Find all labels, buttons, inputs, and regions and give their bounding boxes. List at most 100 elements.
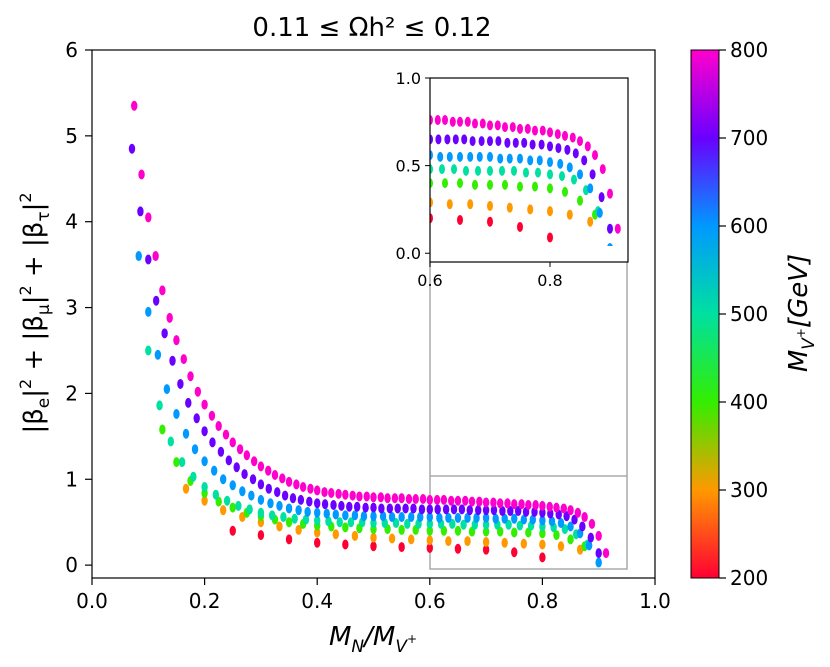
data-point <box>159 285 166 296</box>
inset-data-point <box>547 169 553 180</box>
data-point <box>209 437 216 448</box>
data-point <box>539 528 546 539</box>
data-point <box>412 494 419 505</box>
data-point <box>408 534 415 545</box>
inset-data-point <box>607 223 613 234</box>
data-point <box>351 530 359 541</box>
data-point <box>152 295 160 306</box>
data-point <box>257 507 265 518</box>
data-point <box>156 400 163 411</box>
inset-data-point <box>430 115 433 126</box>
data-point <box>408 512 415 523</box>
data-point <box>161 328 168 339</box>
data-point <box>215 421 222 432</box>
data-point <box>442 504 450 515</box>
data-point <box>201 456 208 467</box>
inset-data-point <box>547 157 553 168</box>
colorbar-tick-label: 700 <box>730 126 768 150</box>
data-point <box>379 511 387 522</box>
data-point <box>239 486 246 497</box>
data-point <box>454 495 462 506</box>
inset-data-point <box>430 134 433 145</box>
data-point <box>532 500 539 511</box>
inset-data-point <box>554 129 561 140</box>
inset-data-point <box>457 116 463 127</box>
data-point <box>145 212 152 223</box>
data-point <box>490 497 497 508</box>
data-point <box>330 500 337 511</box>
inset-data-point <box>539 125 546 136</box>
y-tick-label: 1 <box>65 467 78 491</box>
data-point <box>342 522 349 533</box>
data-point <box>363 491 370 502</box>
data-point <box>201 481 208 492</box>
data-point <box>595 548 602 559</box>
colorbar-tick-label: 400 <box>730 390 768 414</box>
inset-data-point <box>511 165 517 176</box>
inset-data-point <box>607 188 613 199</box>
data-point <box>391 493 399 504</box>
data-point <box>426 494 433 505</box>
data-point <box>274 487 281 498</box>
data-point <box>265 465 272 476</box>
data-point <box>154 349 162 360</box>
data-point <box>248 490 255 501</box>
data-point <box>370 518 377 529</box>
x-tick-label: 0.4 <box>301 589 333 613</box>
data-point <box>241 469 248 480</box>
inset-data-point <box>451 164 457 175</box>
data-point <box>404 518 411 529</box>
inset-data-point <box>557 158 564 169</box>
data-point <box>295 505 302 516</box>
data-point <box>417 512 424 523</box>
data-point <box>511 547 518 558</box>
inset-data-point <box>476 151 483 162</box>
data-point <box>166 312 173 323</box>
inset-data-point <box>494 120 501 131</box>
data-point <box>281 490 289 501</box>
data-point <box>482 544 490 555</box>
data-point <box>546 501 553 512</box>
data-point <box>304 506 311 517</box>
data-point <box>219 474 227 485</box>
data-point <box>460 519 467 530</box>
data-point <box>163 384 171 395</box>
data-point <box>370 492 377 503</box>
data-point <box>567 521 574 532</box>
data-point <box>229 502 236 513</box>
data-point <box>553 502 560 513</box>
colorbar-tick-label: 800 <box>730 38 768 62</box>
inset-data-point <box>572 148 579 159</box>
inset-background <box>430 78 628 262</box>
data-point <box>342 489 349 500</box>
data-point <box>314 515 321 526</box>
data-point <box>482 519 490 530</box>
inset-data-point <box>499 165 505 176</box>
data-point <box>332 529 339 540</box>
data-point <box>482 512 490 523</box>
data-point <box>285 517 293 528</box>
data-point <box>450 504 458 515</box>
data-point <box>449 518 456 529</box>
data-point <box>267 498 274 509</box>
data-point <box>314 507 321 518</box>
inset-data-point <box>502 179 508 190</box>
inset-data-point <box>439 164 445 175</box>
inset-data-point <box>547 206 553 217</box>
inset-data-point <box>577 195 583 206</box>
inset-data-point <box>464 116 471 127</box>
data-point <box>135 251 142 262</box>
data-point <box>342 510 349 521</box>
data-point <box>293 479 300 490</box>
data-point <box>307 483 314 494</box>
y-tick-label: 0 <box>65 553 78 577</box>
inset-data-point <box>487 165 493 176</box>
data-point <box>370 541 377 552</box>
data-point <box>336 517 343 528</box>
data-point <box>388 533 396 544</box>
inset-data-point <box>452 134 459 145</box>
data-point <box>243 450 251 461</box>
x-tick-label: 0.0 <box>76 589 108 613</box>
inset-data-point <box>457 178 463 189</box>
data-point <box>297 494 305 505</box>
